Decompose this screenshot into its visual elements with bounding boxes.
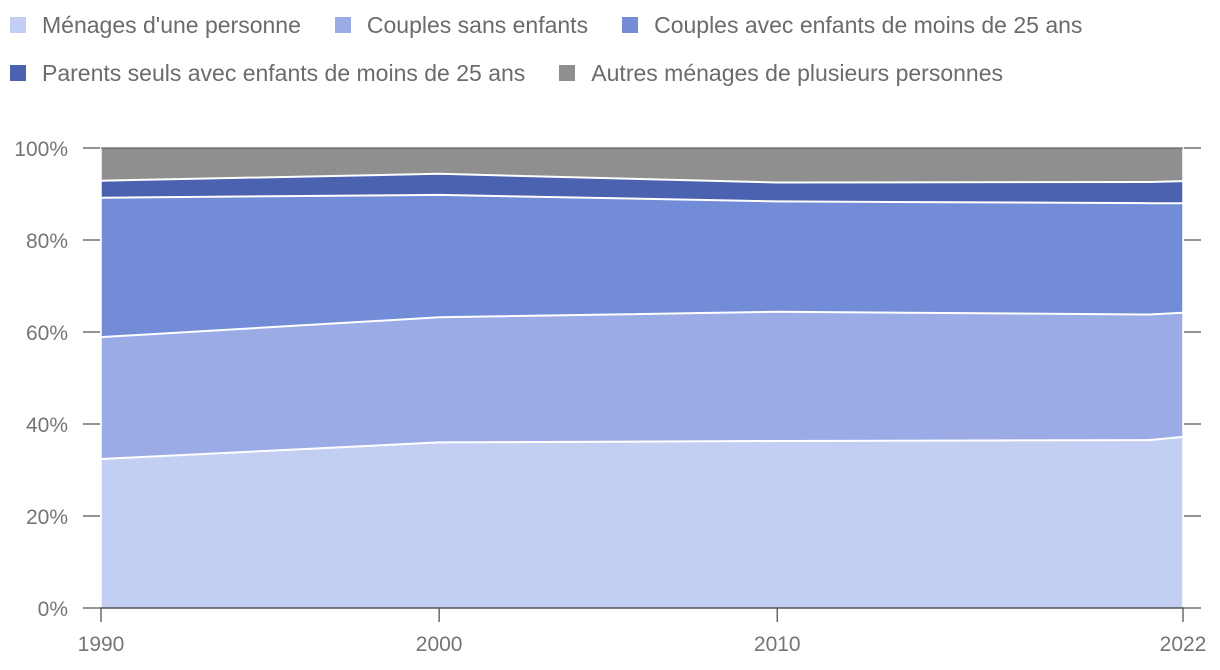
legend-item-autres-menages[interactable]: Autres ménages de plusieurs personnes: [559, 60, 1003, 87]
area-series-3: [101, 173, 1183, 204]
legend-item-couples-avec-enfants[interactable]: Couples avec enfants de moins de 25 ans: [622, 12, 1082, 39]
chart-legend: Ménages d'une personne Couples sans enfa…: [10, 8, 1210, 104]
y-tick-label: 40%: [26, 414, 68, 437]
legend-swatch: [559, 65, 576, 81]
area-series-4: [101, 148, 1183, 183]
legend-label: Ménages d'une personne: [42, 11, 301, 38]
legend-item-couples-sans-enfants[interactable]: Couples sans enfants: [334, 11, 589, 39]
legend-item-parents-seuls[interactable]: Parents seuls avec enfants de moins de 2…: [10, 60, 525, 87]
x-tick-label: 2000: [416, 633, 463, 656]
legend-item-menages-une-personne[interactable]: Ménages d'une personne: [10, 12, 301, 39]
legend-label: Parents seuls avec enfants de moins de 2…: [42, 59, 526, 86]
area-separator-1: [100, 310, 1184, 339]
legend-label: Couples sans enfants: [366, 11, 589, 38]
legend-label: Autres ménages de plusieurs personnes: [591, 59, 1003, 86]
area-separator-2: [100, 193, 1183, 205]
legend-row: Ménages d'une personne Couples sans enfa…: [10, 8, 1210, 42]
legend-swatch: [10, 65, 26, 81]
legend-swatch: [334, 17, 351, 33]
y-tick-label: 80%: [26, 230, 68, 253]
legend-label: Couples avec enfants de moins de 25 ans: [654, 11, 1083, 38]
area-series-0: [101, 436, 1183, 608]
legend-swatch: [622, 17, 639, 33]
legend-swatch: [10, 17, 26, 33]
area-separator-0: [100, 435, 1184, 460]
y-tick-label: 0%: [38, 598, 68, 621]
area-series-1: [101, 311, 1183, 459]
area-series-2: [101, 194, 1183, 338]
x-tick-label: 2022: [1160, 633, 1207, 656]
legend-row: Parents seuls avec enfants de moins de 2…: [10, 56, 1210, 90]
x-tick-label: 2010: [754, 633, 801, 656]
area-separator-3: [100, 172, 1184, 184]
y-tick-label: 20%: [26, 506, 68, 529]
y-tick-label: 60%: [26, 322, 68, 345]
y-tick-label: 100%: [14, 138, 68, 161]
x-tick-label: 1990: [78, 633, 125, 656]
